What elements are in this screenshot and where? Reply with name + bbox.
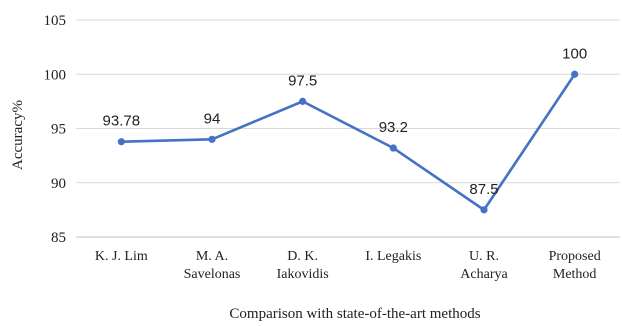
data-point [571,70,579,78]
y-tick-label: 100 [44,67,67,83]
x-category-label: Method [553,267,597,282]
data-label: 100 [562,45,587,62]
data-point [389,144,397,152]
y-tick-label: 95 [51,122,66,138]
x-category-label: D. K. [287,249,318,264]
x-category-label: Iakovidis [277,267,329,282]
x-category-label: K. J. Lim [95,249,148,264]
x-category-label: Proposed [549,249,601,264]
x-category-label: Acharya [460,267,508,282]
data-point [117,138,125,146]
series-line [121,73,576,212]
data-point [299,97,307,105]
x-category-label: I. Legakis [365,249,421,264]
data-points [117,70,579,214]
data-label: 93.78 [103,113,141,130]
y-tick-label: 105 [44,13,67,29]
y-tick-label: 85 [51,230,66,246]
x-category-label: Savelonas [184,267,241,282]
x-axis-label: Comparison with state-of-the-art methods [229,306,480,322]
data-point [208,135,216,143]
data-label: 93.2 [379,119,408,136]
gridlines [76,19,620,238]
x-category-label: M. A. [196,249,228,264]
data-label: 94 [204,110,221,127]
data-point [480,206,488,214]
x-category-labels: K. J. Lim M. A. Savelonas D. K. Iakovidis I. … [95,249,601,282]
x-category-label: U. R. [469,249,499,264]
data-labels: 93.78 94 97.5 93.2 87.5 100 [103,45,588,198]
data-label: 97.5 [288,72,317,89]
y-tick-labels: 85 90 95 100 105 [44,13,67,246]
y-axis-label: Accuracy% [10,100,26,170]
y-tick-label: 90 [51,176,66,192]
data-label: 87.5 [469,181,498,198]
